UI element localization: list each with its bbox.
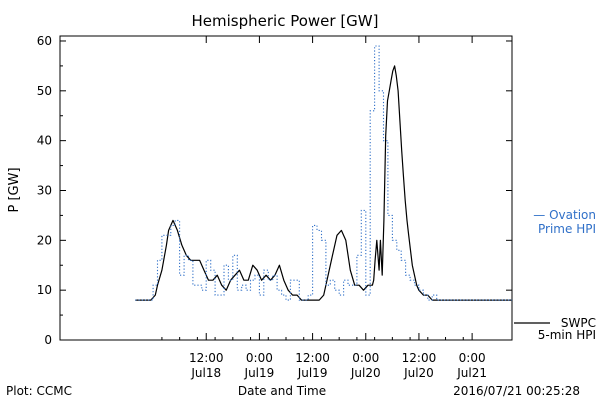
- x-tick-time-label: 0:00: [246, 351, 273, 365]
- x-tick-time-label: 0:00: [352, 351, 379, 365]
- y-tick-label: 40: [37, 134, 52, 148]
- x-tick-date-label: Jul20: [350, 366, 381, 380]
- x-tick-time-label: 12:00: [402, 351, 437, 365]
- legend-entry: — Ovation: [533, 208, 596, 222]
- series-swpc-5min-hpi: [135, 65, 512, 301]
- series-layer: [135, 45, 512, 301]
- x-axis-label: Date and Time: [238, 384, 326, 398]
- y-axis-label: P [GW]: [7, 167, 22, 212]
- y-tick-label: 30: [37, 183, 52, 197]
- x-tick-time-label: 0:00: [459, 351, 486, 365]
- legend-entry: Prime HPI: [538, 222, 596, 236]
- legend-entry: SWPC: [561, 316, 596, 330]
- plot-credit: Plot: CCMC: [6, 384, 72, 398]
- x-tick-date-label: Jul19: [297, 366, 328, 380]
- x-tick-time-label: 12:00: [189, 351, 224, 365]
- x-tick-time-label: 12:00: [295, 351, 330, 365]
- y-tick-label: 60: [37, 34, 52, 48]
- y-tick-label: 20: [37, 233, 52, 247]
- chart-title: Hemispheric Power [GW]: [192, 12, 379, 30]
- y-tick-label: 10: [37, 283, 52, 297]
- y-tick-label: 0: [44, 333, 52, 347]
- legend-entry: 5-min HPI: [538, 328, 596, 342]
- plot-timestamp: 2016/07/21 00:25:28: [453, 384, 580, 398]
- y-tick-label: 50: [37, 84, 52, 98]
- x-tick-date-label: Jul19: [244, 366, 275, 380]
- series-ovation-prime-hpi: [135, 45, 512, 301]
- x-tick-date-label: Jul18: [190, 366, 221, 380]
- axes: 010203040506012:00Jul180:00Jul1912:00Jul…: [37, 34, 513, 380]
- x-tick-date-label: Jul20: [403, 366, 434, 380]
- plot-frame: [59, 35, 513, 341]
- x-tick-date-label: Jul21: [456, 366, 487, 380]
